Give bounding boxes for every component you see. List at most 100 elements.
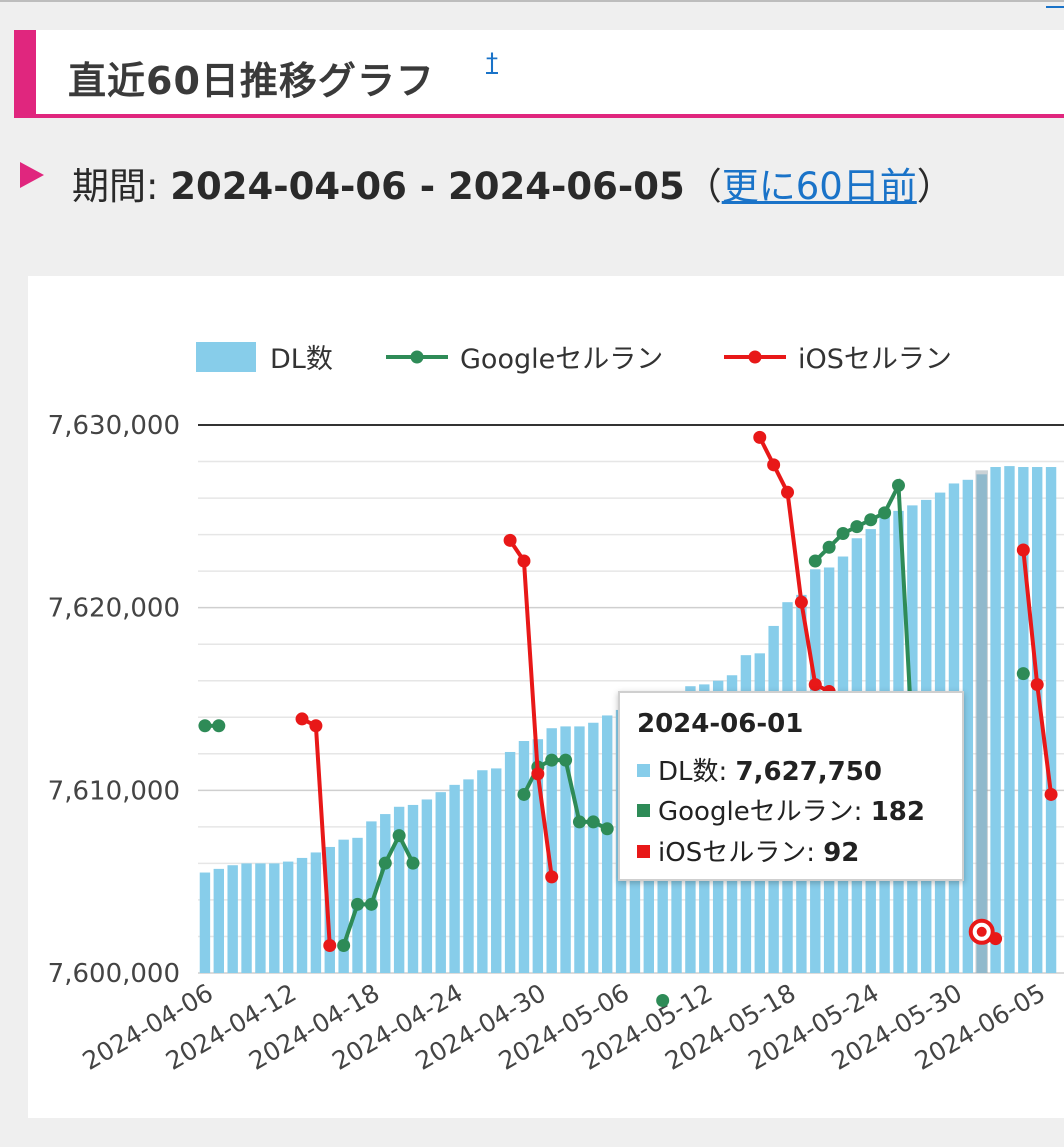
y-axis-ticks: 7,630,000 7,620,000 7,610,000 7,600,000 [48,411,180,989]
google-rank-point [364,897,378,911]
dl-bar [241,863,252,973]
ios-rank-point [503,533,517,547]
y-tick-label: 7,620,000 [48,594,180,624]
google-rank-point [517,787,531,801]
ios-rank-point [1016,543,1030,557]
tooltip-row-dl: DL数: 7,627,750 [637,751,882,788]
top-divider [0,0,1064,2]
chart-tooltip: 2024-06-01 DL数: 7,627,750 Googleセルラン: 18… [618,691,964,881]
ios-rank-point [309,719,323,733]
ios-rank-line [508,539,554,878]
google-rank-point [406,856,420,870]
ios-rank-point [753,430,767,444]
dl-bar [366,821,377,973]
chart-svg: 7,630,000 7,620,000 7,610,000 7,600,000 202… [48,342,1064,1076]
dl-bar [1018,467,1029,973]
tooltip-label-dl: DL数: [658,757,736,787]
dl-bar [421,799,433,973]
ios-rank-point [1030,678,1044,692]
google-rank-point [822,540,836,554]
dl-bar [990,467,1001,973]
highlight-column [975,470,988,973]
google-rank-point [392,829,406,843]
google-rank-point [864,513,878,527]
google-rank-point [198,719,212,733]
dl-bar [1031,467,1043,973]
legend-label-dl: DL数 [270,344,333,375]
dl-bar [255,863,266,973]
google-rank-point [1016,667,1030,681]
google-rank-point [586,815,600,829]
triangle-bullet-icon [20,162,44,188]
dl-bar [282,861,294,973]
dl-bar [338,839,349,973]
dl-bar [588,722,599,973]
legend-point-ios [748,350,762,364]
ios-rank-point [794,595,808,609]
google-rank-point [545,753,559,767]
tooltip-swatch-google [637,804,650,817]
dl-bar [310,852,322,973]
google-rank-point [656,993,670,1007]
y-tick-label: 7,630,000 [48,411,180,441]
dl-bar [1004,466,1015,973]
tooltip-value-ios: 92 [823,838,860,868]
dl-bar [962,479,974,973]
google-rank-point [378,856,392,870]
tooltip-label-ios: iOSセルラン: [658,838,824,868]
dl-bar [491,768,502,973]
dl-bar [477,770,488,973]
y-tick-label: 7,610,000 [48,776,180,806]
dl-bar [269,863,280,973]
legend-label-google: Googleセルラン [460,344,663,375]
section-header: 直近60日推移グラフ † [14,30,1064,118]
google-rank-point [600,822,614,836]
top-edge-link[interactable] [1046,0,1064,8]
google-rank-point [891,478,905,492]
google-rank-point [878,506,892,520]
dl-bar [227,865,238,973]
rank-lines [198,430,1058,1007]
dagger-link[interactable]: † [486,48,498,76]
x-axis-ticks: 2024-04-062024-04-122024-04-182024-04-24… [78,978,1051,1076]
ios-rank-point [517,554,531,568]
tooltip-swatch-dl [637,764,650,777]
legend-swatch-dl [196,342,256,372]
more-60-days-link[interactable]: 更に60日前 [721,165,917,208]
legend: DL数 Googleセルラン iOSセルラン [196,342,952,375]
highlight-markers [968,470,995,973]
dl-bar [463,779,474,973]
dl-bar [393,806,405,973]
ios-rank-point [323,939,337,953]
dl-bar [407,804,419,973]
google-rank-point [351,897,365,911]
legend-point-google [410,350,424,364]
dl-bar [504,751,516,973]
period-label: 期間: [72,165,171,208]
tooltip-row-google: Googleセルラン: 182 [637,791,925,828]
google-rank-point [836,527,850,541]
google-rank-point [850,520,864,534]
dl-bar [560,726,571,973]
google-rank-point [559,753,573,767]
dl-bar [324,846,335,973]
tooltip-value-dl: 7,627,750 [735,757,882,787]
tooltip-label-google: Googleセルラン: [658,797,871,827]
dl-bar [532,739,544,973]
ios-rank-point [295,712,309,726]
ios-rank-point [531,767,545,781]
ios-highlight-dot [976,926,987,937]
period-range: 2024-04-06 - 2024-06-05 [170,165,685,208]
tooltip-value-google: 182 [870,797,925,827]
paren-close: ） [916,165,954,208]
dl-bar [449,784,460,973]
dl-bar [199,872,211,973]
period-row: 期間: 2024-04-06 - 2024-06-05（更に60日前） [20,150,1060,210]
dl-bar [518,741,530,973]
tooltip-row-ios: iOSセルラン: 92 [637,832,859,869]
paren-open: （ [684,165,722,208]
dl-bar [435,792,446,973]
google-rank-point [212,719,226,733]
google-rank-point [808,554,822,568]
dl-bar [546,728,557,973]
